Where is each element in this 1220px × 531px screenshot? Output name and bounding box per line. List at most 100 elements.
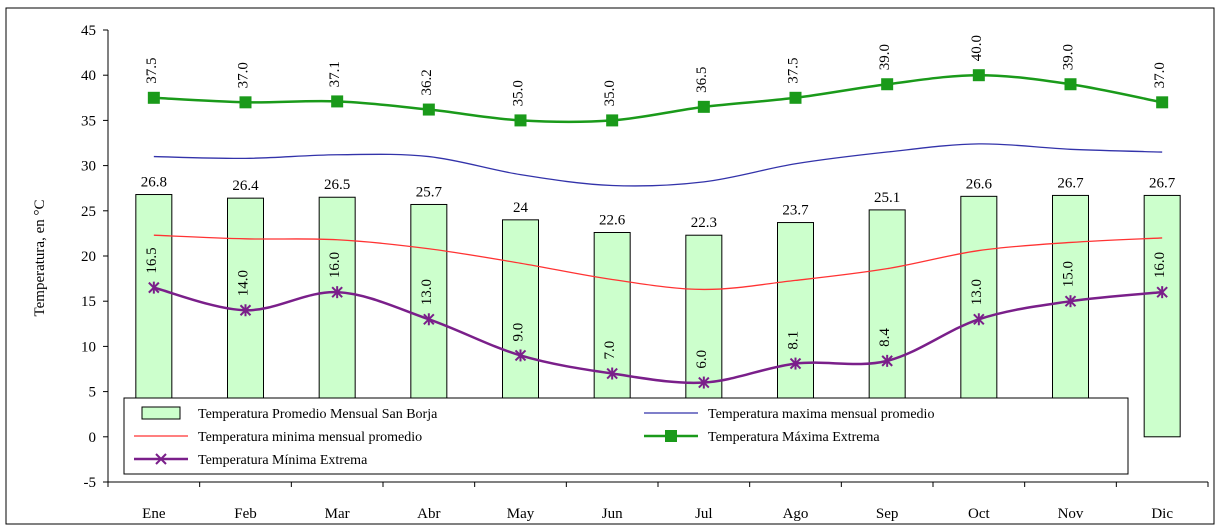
bar-data-label: 22.3 <box>691 215 717 231</box>
max-extreme-data-label: 37.0 <box>1152 62 1168 88</box>
legend-item: Temperatura minima mensual promedio <box>134 430 422 445</box>
data-point-star <box>1156 286 1168 299</box>
series-line <box>153 234 1163 291</box>
series-line-max-extreme <box>153 73 1163 124</box>
data-point-star <box>881 354 893 367</box>
min-extreme-data-label: 9.0 <box>511 323 527 342</box>
y-tick-label: 5 <box>89 385 97 401</box>
data-point-star <box>606 367 618 380</box>
legend-box <box>123 397 1129 475</box>
legend-marker <box>665 430 677 442</box>
min-extreme-data-label: 16.0 <box>1152 252 1168 278</box>
legend: Temperatura Promedio Mensual San Borja Te… <box>123 397 1129 475</box>
data-point-star <box>1064 295 1077 308</box>
data-point-square <box>239 96 252 109</box>
x-tick-label: Jun <box>602 506 623 522</box>
bar-data-label: 25.7 <box>416 184 443 200</box>
bar <box>1143 194 1181 438</box>
data-point-star <box>239 304 252 317</box>
chart-frame <box>5 7 1215 525</box>
legend-label: Temperatura minima mensual promedio <box>198 430 422 445</box>
data-point-square <box>697 100 710 113</box>
legend-item: Temperatura maxima mensual promedio <box>644 407 934 422</box>
min-extreme-data-label: 16.5 <box>144 247 160 273</box>
data-point-square <box>422 103 435 116</box>
data-point-star <box>331 286 343 299</box>
legend-marker <box>155 453 167 465</box>
data-point-square <box>606 114 619 127</box>
data-point-star <box>973 313 985 326</box>
y-tick-label: 15 <box>81 294 96 310</box>
bar-data-label: 26.5 <box>324 177 350 193</box>
y-tick-label: -5 <box>84 475 97 491</box>
legend-label: Temperatura Máxima Extrema <box>708 430 880 445</box>
legend-label: Temperatura maxima mensual promedio <box>708 407 934 422</box>
bar-data-label: 22.6 <box>599 212 626 228</box>
data-point-square <box>147 91 160 104</box>
max-extreme-data-label: 40.0 <box>969 35 985 61</box>
data-labels: 26.8 26.4 26.5 25.7 24 22.6 22.3 23.7 25.1 26.6 26… <box>141 35 1176 369</box>
legend-label: Temperatura Promedio Mensual San Borja <box>198 407 438 422</box>
bar-data-label: 25.1 <box>874 190 900 206</box>
min-extreme-data-label: 7.0 <box>602 341 618 360</box>
legend-item: Temperatura Máxima Extrema <box>644 430 880 445</box>
bar <box>227 197 264 438</box>
max-extreme-data-label: 37.5 <box>786 58 802 84</box>
min-extreme-data-label: 13.0 <box>419 279 435 305</box>
max-extreme-data-label: 36.2 <box>419 69 435 95</box>
bar-data-label: 23.7 <box>782 203 809 219</box>
y-tick-label: 30 <box>81 159 96 175</box>
y-tick-label: 25 <box>81 204 96 220</box>
bar-data-label: 26.7 <box>1149 175 1176 191</box>
min-extreme-data-label: 13.0 <box>969 279 985 305</box>
min-extreme-data-label: 16.0 <box>327 252 343 278</box>
max-extreme-data-label: 37.0 <box>236 62 252 88</box>
x-tick-label: Jul <box>695 506 713 522</box>
data-point-square <box>514 114 527 127</box>
bar-data-label: 26.6 <box>966 176 993 192</box>
line-series <box>147 69 1169 389</box>
data-point-square <box>881 78 894 91</box>
x-tick-label: Abr <box>417 506 440 522</box>
data-point-square <box>972 69 985 82</box>
max-extreme-data-label: 37.5 <box>144 58 160 84</box>
max-extreme-data-label: 37.1 <box>327 61 343 87</box>
x-tick-label: Oct <box>968 506 990 522</box>
y-tick-label: 40 <box>81 68 96 84</box>
x-tick-label: Sep <box>876 506 899 522</box>
y-tick-label: 20 <box>81 249 96 265</box>
max-extreme-data-label: 36.5 <box>694 67 710 93</box>
data-point-star <box>514 349 527 362</box>
x-tick-label: Ene <box>142 506 166 522</box>
min-extreme-data-label: 8.4 <box>877 328 893 347</box>
x-tick-label: May <box>507 506 535 522</box>
axes: -5 0 5 10 15 20 25 30 35 40 45 Ene Feb Mar Abr May Jun Ju… <box>81 23 1209 522</box>
y-tick-label: 35 <box>81 113 96 129</box>
data-point-square <box>1156 96 1169 109</box>
max-extreme-data-label: 35.0 <box>602 80 618 106</box>
x-tick-label: Mar <box>325 506 350 522</box>
series-line <box>153 143 1163 187</box>
y-tick-label: 0 <box>89 430 97 446</box>
max-extreme-data-label: 39.0 <box>1061 44 1077 70</box>
data-point-star <box>148 281 160 294</box>
min-extreme-data-label: 15.0 <box>1061 261 1077 287</box>
min-extreme-data-label: 8.1 <box>786 331 802 350</box>
min-extreme-data-label: 6.0 <box>694 350 710 369</box>
legend-swatch <box>141 406 181 420</box>
x-tick-label: Nov <box>1058 506 1084 522</box>
bar-data-label: 26.7 <box>1057 175 1084 191</box>
bar-data-label: 24 <box>513 200 529 216</box>
legend-label: Temperatura Mínima Extrema <box>198 453 368 468</box>
bar-data-label: 26.4 <box>232 178 259 194</box>
data-point-square <box>331 95 344 108</box>
data-point-square <box>1064 78 1077 91</box>
bar <box>135 194 173 438</box>
series-line-min-extreme <box>153 286 1163 385</box>
min-extreme-data-label: 14.0 <box>236 270 252 296</box>
x-tick-label: Dic <box>1151 506 1173 522</box>
legend-item: Temperatura Mínima Extrema <box>134 453 368 468</box>
data-point-star <box>789 357 802 370</box>
